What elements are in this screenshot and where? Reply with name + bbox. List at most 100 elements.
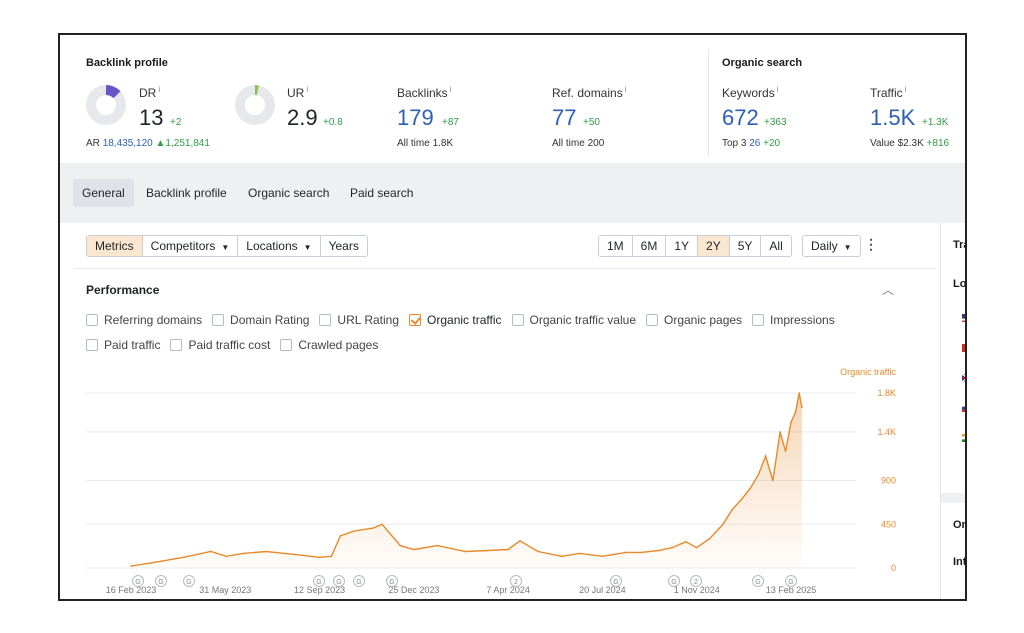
organic-traffic-point [790, 421, 792, 423]
metric-checkbox-organic-traffic[interactable]: Organic traffic [409, 313, 502, 327]
ref-domains-label[interactable]: Ref. domains i [552, 85, 627, 100]
organic-traffic-point [265, 550, 267, 553]
organic-traffic-point [318, 556, 321, 559]
checkbox-icon[interactable] [319, 314, 332, 326]
checkbox-icon[interactable] [511, 314, 524, 326]
range-2y[interactable]: 2Y [698, 236, 730, 256]
event-marker-label: G [158, 579, 163, 586]
checkbox-icon[interactable] [646, 314, 658, 326]
organic-label: Org [953, 519, 966, 531]
metrics-button[interactable]: Metrics [87, 236, 143, 256]
ref-domains-value[interactable]: 77 [552, 105, 577, 130]
checkbox-icon[interactable] [752, 314, 765, 326]
chevron-up-icon[interactable]: ︿ [882, 283, 895, 297]
traffic-value[interactable]: 1.5K [870, 105, 916, 130]
event-marker [386, 575, 398, 587]
range-6m[interactable]: 6M [633, 236, 667, 256]
x-tick-label: 1 Nov 2024 [674, 585, 720, 595]
organic-traffic-point [625, 551, 627, 554]
metric-checkbox-domain-rating[interactable]: Domain Rating [212, 313, 309, 327]
organic-traffic-point [154, 561, 157, 563]
backlinks-all-time: All time 1.8K [397, 138, 454, 149]
interval-dropdown[interactable]: Daily ▼ [802, 235, 861, 257]
organic-traffic-area [131, 393, 802, 568]
ref-domains-delta: +50 [583, 117, 600, 128]
y-tick-label: 450 [881, 519, 896, 529]
event-marker-label: 2 [694, 579, 698, 586]
metric-checkbox-label: Impressions [770, 313, 835, 327]
traffic-label[interactable]: Traffic i [870, 85, 907, 100]
locations-label: Loc [953, 278, 967, 290]
event-marker [183, 575, 195, 587]
organic-traffic-point [464, 550, 467, 553]
tab-organic-search[interactable]: Organic search [248, 186, 330, 200]
ru-flag-icon [962, 399, 965, 412]
metric-checkbox-url-rating[interactable]: URL Rating [319, 313, 399, 327]
keywords-label[interactable]: Keywords i [722, 85, 779, 100]
organic-traffic-point [749, 487, 752, 490]
keywords-value[interactable]: 672 [722, 105, 759, 130]
metric-checkbox-paid-traffic[interactable]: Paid traffic [86, 338, 160, 352]
organic-traffic-point [519, 539, 521, 542]
checkbox-icon[interactable] [86, 339, 98, 351]
tab-backlink-profile[interactable]: Backlink profile [146, 186, 227, 200]
tab-paid-search[interactable]: Paid search [350, 186, 414, 200]
app-window: Backlink profile DR i 13 +2 AR 18,435,120… [58, 33, 967, 601]
checkbox-icon[interactable] [170, 339, 183, 351]
tab-general[interactable]: General [73, 179, 134, 207]
organic-traffic-point [182, 556, 185, 559]
event-marker [333, 575, 345, 587]
checkbox-icon[interactable] [86, 314, 98, 326]
event-marker [785, 575, 797, 587]
ar-value: AR 18,435,120 ▲1,251,841 [86, 138, 210, 149]
metric-checkboxes-row-2: Paid traffic Paid traffic cost Crawled pag… [86, 338, 378, 352]
locations-dropdown[interactable]: Locations ▼ [238, 236, 321, 256]
metric-checkbox-label: Crawled pages [298, 338, 379, 352]
checkbox-icon[interactable] [280, 339, 293, 351]
metric-checkbox-organic-pages[interactable]: Organic pages [646, 313, 742, 327]
competitors-dropdown[interactable]: Competitors ▼ [143, 236, 239, 256]
panel-gap [941, 493, 965, 503]
date-range-group: 1M 6M 1Y 2Y 5Y All [598, 235, 792, 257]
checkbox-icon[interactable] [212, 314, 225, 326]
metric-checkbox-paid-traffic-cost[interactable]: Paid traffic cost [170, 338, 270, 352]
caret-down-icon: ▼ [303, 243, 312, 252]
organic-traffic-point [640, 551, 643, 554]
organic-traffic-point [601, 555, 604, 558]
metric-checkbox-impressions[interactable]: Impressions [752, 313, 835, 327]
metric-checkbox-crawled-pages[interactable]: Crawled pages [280, 338, 378, 352]
traffic-value-usd: Value $2.3K +816 [870, 138, 950, 149]
x-tick-label: 31 May 2023 [199, 585, 251, 595]
checkbox-checked-icon[interactable] [409, 314, 422, 326]
chevron-left-icon[interactable]: ‹ [965, 457, 967, 473]
ur-label[interactable]: UR i [287, 85, 309, 100]
keywords-delta: +363 [764, 117, 787, 128]
traffic-tab-label[interactable]: Traf [953, 239, 965, 251]
more-options-icon[interactable]: ⋮ [864, 236, 878, 252]
event-marker-label: G [316, 579, 321, 586]
backlinks-label[interactable]: Backlinks i [397, 85, 452, 100]
range-1m[interactable]: 1M [599, 236, 633, 256]
x-tick-label: 25 Dec 2023 [388, 585, 439, 595]
organic-traffic-point [130, 565, 132, 567]
metric-checkbox-label: Paid traffic [104, 338, 161, 352]
x-tick-label: 7 Apr 2024 [486, 585, 530, 595]
backlinks-value[interactable]: 179 [397, 105, 434, 130]
range-5y[interactable]: 5Y [730, 236, 762, 256]
metric-checkbox-label: Domain Rating [230, 313, 310, 327]
metric-checkbox-organic-traffic-value[interactable]: Organic traffic value [511, 313, 636, 327]
organic-traffic-point [507, 548, 509, 551]
ref-domains-all-time: All time 200 [552, 138, 605, 149]
dr-label[interactable]: DR i [139, 85, 161, 100]
organic-traffic-point [381, 523, 383, 526]
event-marker-label: G [755, 579, 760, 586]
years-button[interactable]: Years [328, 239, 359, 253]
metric-checkbox-referring-domains[interactable]: Referring domains [86, 313, 202, 327]
x-tick-label: 13 Feb 2025 [766, 585, 817, 595]
event-marker-label: G [336, 579, 341, 586]
event-marker [353, 575, 365, 587]
range-1y[interactable]: 1Y [666, 236, 699, 256]
range-all[interactable]: All [769, 239, 783, 253]
x-tick-label: 16 Feb 2023 [106, 585, 157, 595]
organic-traffic-point [330, 555, 333, 558]
